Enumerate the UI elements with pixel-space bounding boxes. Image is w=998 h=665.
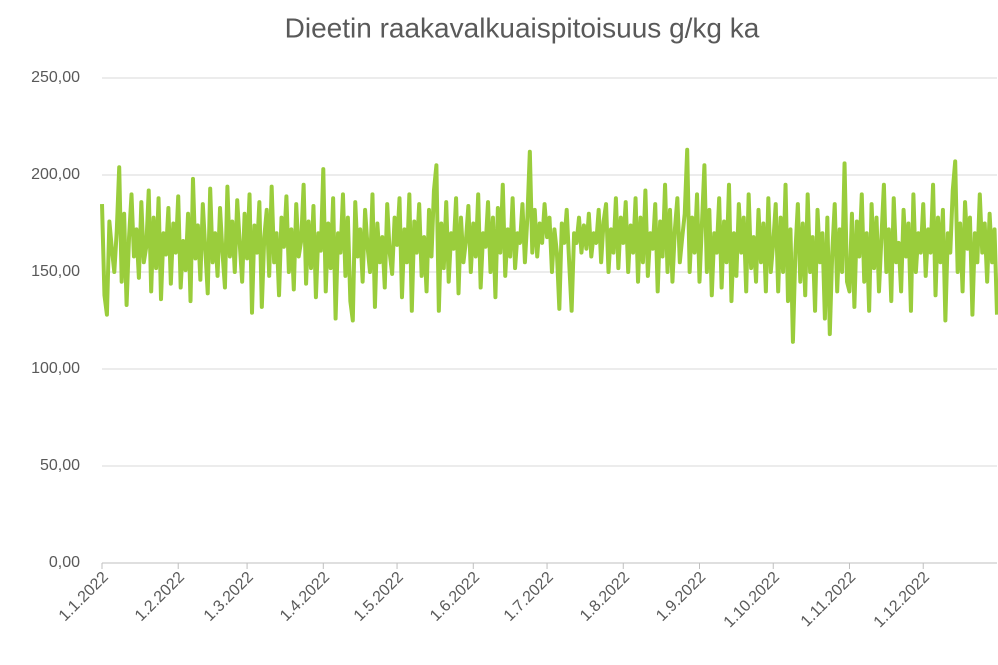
y-tick-label: 150,00 xyxy=(31,263,80,280)
x-tick-label: 1.8.2022 xyxy=(577,569,633,625)
y-tick-label: 50,00 xyxy=(40,457,80,474)
data-line xyxy=(100,147,998,344)
y-tick-label: 250,00 xyxy=(31,69,80,86)
y-tick-label: 100,00 xyxy=(31,360,80,377)
x-tick-label: 1.12.2022 xyxy=(871,569,933,631)
x-tick-label: 1.3.2022 xyxy=(201,569,257,625)
y-tick-label: 200,00 xyxy=(31,166,80,183)
x-tick-label: 1.2.2022 xyxy=(132,569,188,625)
chart-title: Dieetin raakavalkuaispitoisuus g/kg ka xyxy=(285,12,760,43)
x-tick-label: 1.5.2022 xyxy=(351,569,407,625)
x-tick-label: 1.11.2022 xyxy=(798,569,860,631)
x-tick-label: 1.7.2022 xyxy=(501,569,557,625)
y-tick-label: 0,00 xyxy=(49,554,80,571)
x-tick-label: 1.6.2022 xyxy=(427,569,483,625)
x-tick-label: 1.10.2022 xyxy=(721,569,783,631)
x-tick-label: 1.9.2022 xyxy=(653,569,709,625)
x-tick-label: 1.4.2022 xyxy=(277,569,333,625)
x-tick-label: 1.1.2022 xyxy=(56,569,112,625)
